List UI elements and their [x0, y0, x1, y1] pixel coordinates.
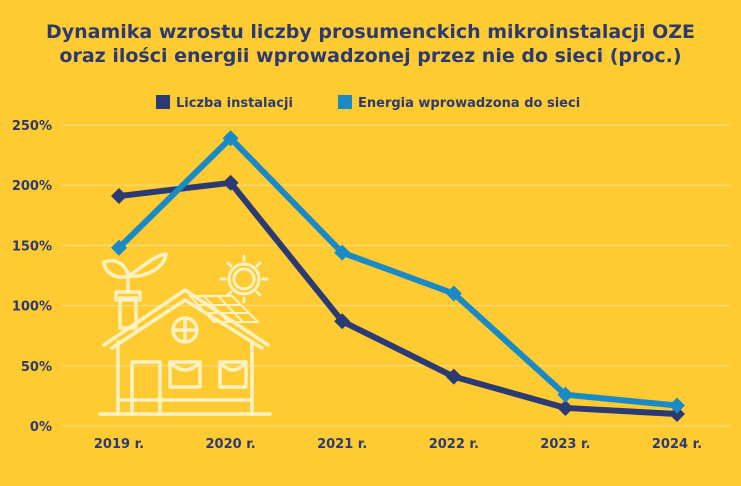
- x-axis: 2019 r. 2020 r. 2021 r. 2022 r. 2023 r. 2024 …: [94, 437, 702, 452]
- data-point: [557, 399, 574, 416]
- x-tick-label: 2021 r.: [317, 437, 367, 452]
- x-tick-label: 2023 r.: [540, 437, 590, 452]
- y-axis: 0% 50% 100% 150% 200% 250%: [12, 119, 52, 435]
- data-point: [111, 239, 127, 256]
- x-tick-label: 2019 r.: [94, 437, 144, 452]
- chart-title-line-2: oraz ilości energii wprowadzonej przez n…: [59, 45, 682, 67]
- data-point: [557, 386, 574, 403]
- y-tick-label: 150%: [12, 239, 52, 254]
- series-layer: [111, 130, 685, 422]
- legend-label-liczba: Liczba instalacji: [176, 96, 293, 111]
- y-tick-label: 50%: [21, 360, 52, 375]
- legend-swatch-liczba: [156, 95, 170, 109]
- x-tick-label: 2024 r.: [652, 437, 702, 452]
- chart-title: Dynamika wzrostu liczby prosumenckich mi…: [0, 20, 741, 68]
- legend: Liczba instalacji Energia wprowadzona do…: [156, 95, 580, 111]
- legend-swatch-energia: [338, 95, 352, 109]
- legend-label-energia: Energia wprowadzona do sieci: [358, 96, 580, 111]
- data-point: [669, 405, 685, 422]
- series-line-0: [118, 179, 678, 417]
- solar-panel-icon: [187, 295, 261, 323]
- chart-title-line-1: Dynamika wzrostu liczby prosumenckich mi…: [45, 21, 696, 43]
- x-tick-label: 2022 r.: [429, 437, 479, 452]
- data-point: [334, 313, 351, 330]
- x-tick-label: 2020 r.: [205, 437, 255, 452]
- data-point: [669, 397, 685, 414]
- data-point: [445, 368, 462, 385]
- y-tick-label: 250%: [12, 119, 52, 134]
- y-tick-label: 200%: [12, 179, 52, 194]
- series-line-1: [116, 135, 678, 409]
- y-tick-label: 100%: [12, 300, 52, 315]
- data-point: [222, 174, 239, 191]
- data-point: [222, 130, 239, 147]
- sun-icon: [219, 254, 269, 304]
- y-tick-label: 0%: [30, 420, 52, 435]
- sprout-icon: [102, 252, 168, 294]
- data-point: [334, 244, 351, 261]
- data-point: [111, 188, 127, 205]
- data-point: [445, 285, 462, 302]
